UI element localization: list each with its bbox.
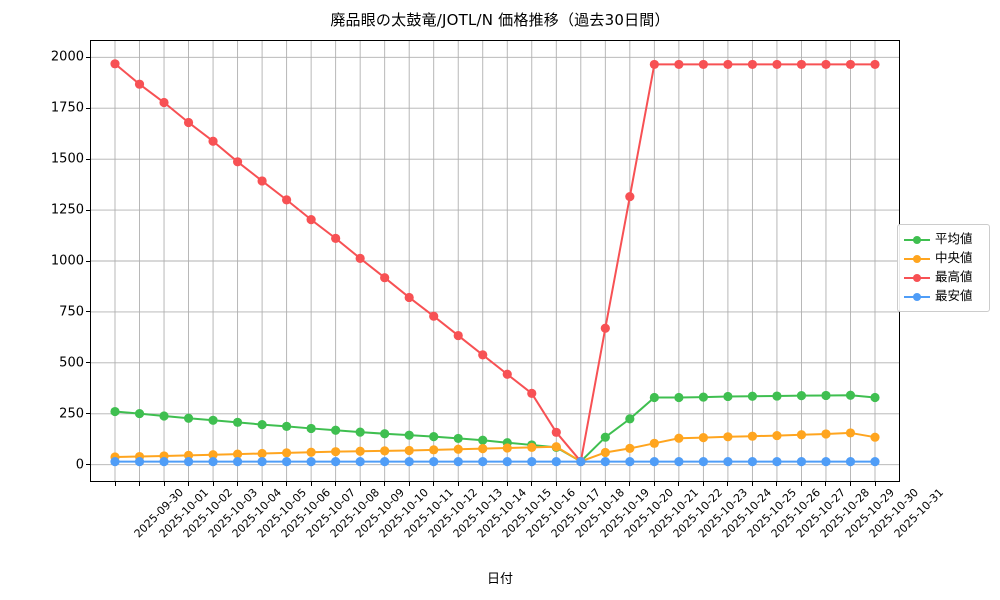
legend-label: 最高値 [935, 269, 973, 285]
x-tick-mark [310, 482, 312, 486]
x-tick-mark [702, 482, 704, 486]
y-tick-label: 1750 [50, 100, 84, 116]
y-tick-mark [86, 464, 90, 466]
y-tick-mark [86, 413, 90, 415]
x-tick-mark [457, 482, 459, 486]
x-tick-mark [604, 482, 606, 486]
y-tick-mark [86, 311, 90, 313]
x-tick-mark [653, 482, 655, 486]
x-tick-mark [629, 482, 631, 486]
y-tick-label: 0 [75, 457, 84, 473]
x-tick-mark [188, 482, 190, 486]
x-tick-mark [482, 482, 484, 486]
chart-legend[interactable]: 平均値 中央値 最高値 最安値 [897, 224, 990, 312]
legend-line-marker-icon [904, 271, 930, 285]
legend-label: 中央値 [935, 250, 973, 266]
x-tick-mark [727, 482, 729, 486]
x-tick-mark [800, 482, 802, 486]
grid-lines [91, 41, 899, 481]
x-tick-mark [433, 482, 435, 486]
x-tick-mark [825, 482, 827, 486]
legend-item[interactable]: 最高値 [904, 268, 983, 287]
plot-svg [91, 41, 899, 481]
y-tick-label: 250 [59, 406, 84, 422]
x-tick-mark [580, 482, 582, 486]
x-tick-mark [261, 482, 263, 486]
y-tick-label: 500 [59, 355, 84, 371]
series-1 [110, 428, 880, 467]
y-tick-label: 1000 [50, 253, 84, 269]
x-tick-mark [359, 482, 361, 486]
x-tick-mark [286, 482, 288, 486]
y-tick-label: 1250 [50, 202, 84, 218]
x-tick-mark [776, 482, 778, 486]
legend-item[interactable]: 最安値 [904, 287, 983, 306]
x-tick-mark [114, 482, 116, 486]
legend-line-marker-icon [904, 290, 930, 304]
legend-item[interactable]: 中央値 [904, 249, 983, 268]
legend-label: 最安値 [935, 288, 973, 304]
series-3 [110, 457, 880, 467]
x-tick-mark [212, 482, 214, 486]
x-tick-mark [506, 482, 508, 486]
y-tick-label: 750 [59, 304, 84, 320]
x-tick-mark [751, 482, 753, 486]
y-tick-label: 1500 [50, 151, 84, 167]
x-tick-mark [531, 482, 533, 486]
legend-label: 平均値 [935, 231, 973, 247]
chart-title: 廃品眼の太鼓竜/JOTL/N 価格推移（過去30日間） [330, 11, 670, 29]
y-tick-mark [86, 56, 90, 58]
y-tick-label: 2000 [50, 49, 84, 65]
x-tick-mark [555, 482, 557, 486]
x-tick-mark [237, 482, 239, 486]
y-tick-mark [86, 107, 90, 109]
x-tick-mark [874, 482, 876, 486]
x-tick-mark [849, 482, 851, 486]
x-tick-mark [139, 482, 141, 486]
y-tick-mark [86, 158, 90, 160]
legend-line-marker-icon [904, 252, 930, 266]
x-axis-label: 日付 [486, 572, 513, 587]
series-2 [110, 59, 880, 467]
x-tick-mark [408, 482, 410, 486]
legend-line-marker-icon [904, 233, 930, 247]
plot-area [90, 40, 900, 482]
x-tick-mark [335, 482, 337, 486]
x-tick-mark [678, 482, 680, 486]
x-tick-mark [384, 482, 386, 486]
y-tick-mark [86, 209, 90, 211]
y-tick-mark [86, 362, 90, 364]
legend-item[interactable]: 平均値 [904, 230, 983, 249]
y-tick-mark [86, 260, 90, 262]
x-tick-mark [163, 482, 165, 486]
